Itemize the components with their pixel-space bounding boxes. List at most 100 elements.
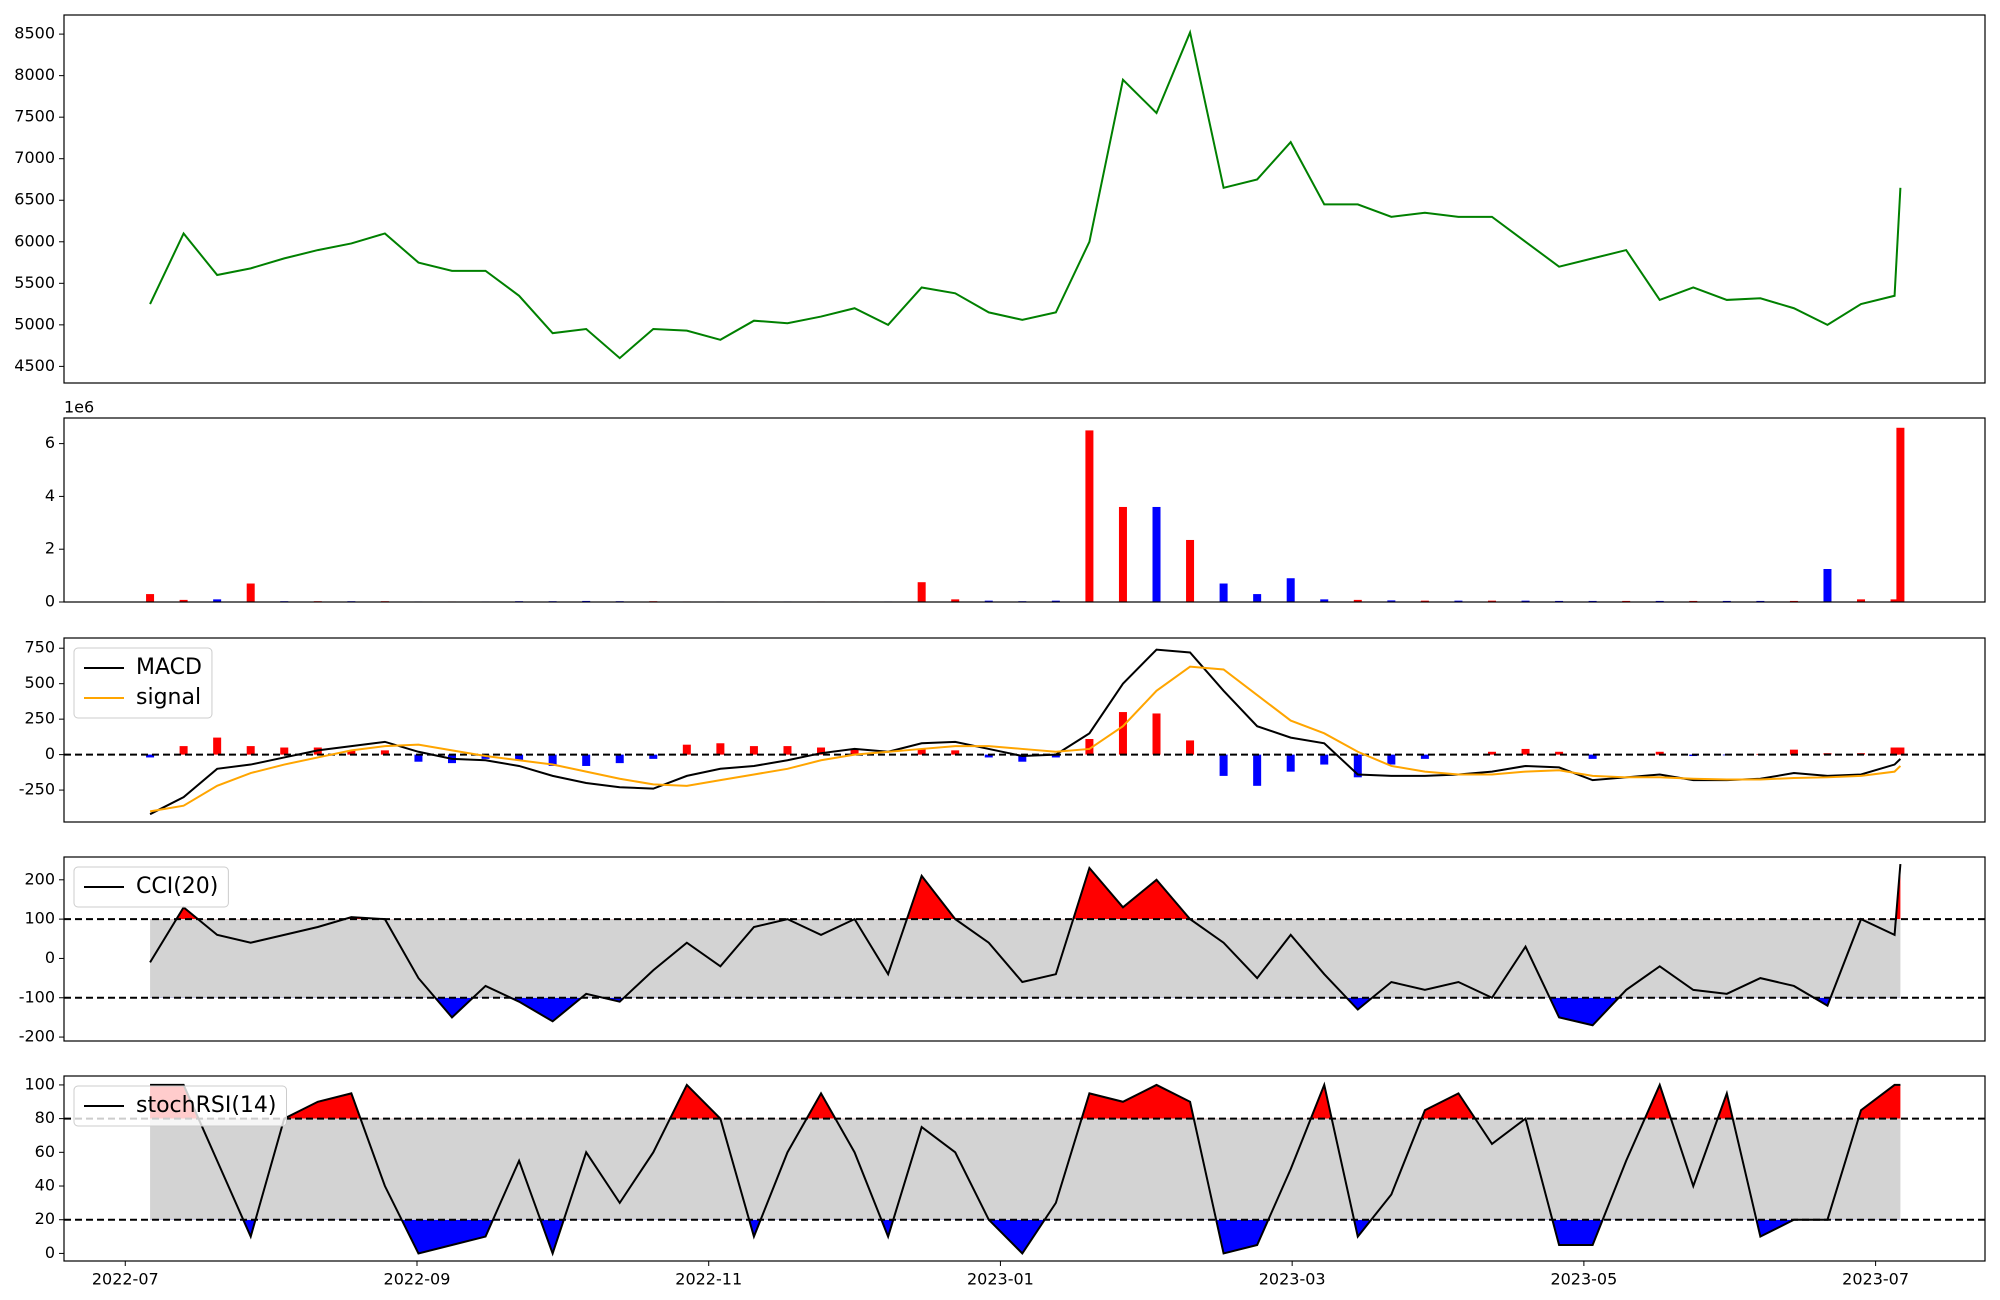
- volume-bar: [917, 582, 926, 602]
- legend-box: [73, 1085, 287, 1127]
- histogram-bar: [1051, 754, 1060, 758]
- volume-bar: [1253, 594, 1262, 602]
- x-tick-label: 2023-07: [1842, 1270, 1909, 1289]
- y-tick-label: 40: [35, 1176, 55, 1195]
- y-tick-label: 200: [24, 869, 55, 888]
- y-tick-label: 0: [45, 592, 55, 611]
- histogram-bar: [246, 746, 255, 755]
- y-tick-label: 250: [24, 709, 55, 728]
- y-tick-label: 60: [35, 1142, 55, 1161]
- y-tick-label: 0: [45, 744, 55, 763]
- plot-frame: [63, 14, 1986, 384]
- histogram-bar: [548, 754, 557, 766]
- legend: CCI(20): [73, 866, 229, 908]
- y-tick-label: 80: [35, 1108, 55, 1127]
- volume-bar: [1454, 600, 1463, 602]
- y-tick-label: 750: [24, 638, 55, 657]
- legend-label: signal: [136, 685, 201, 710]
- histogram-bar: [213, 737, 222, 755]
- histogram-bar: [515, 754, 524, 761]
- histogram-bar: [1387, 754, 1396, 765]
- x-tick-label: 2022-11: [675, 1270, 742, 1289]
- panel: -250 0 250 500 750 MACD signal: [19, 637, 1986, 823]
- y-tick-label: -200: [19, 1027, 55, 1046]
- overbought-fill: [150, 1084, 1901, 1119]
- histogram-bar: [1018, 754, 1027, 762]
- histogram-bar: [380, 750, 389, 755]
- histogram-bar: [414, 754, 423, 762]
- y-tick-label: 7000: [14, 148, 55, 167]
- histogram-bar: [280, 747, 289, 755]
- legend-label: MACD: [136, 655, 202, 680]
- y-tick-label: 6500: [14, 190, 55, 209]
- volume-bar: [213, 599, 222, 602]
- legend-box: [73, 866, 229, 908]
- volume-bar: [1320, 599, 1329, 602]
- volume-bar: [1487, 600, 1496, 602]
- histogram-bar: [1521, 748, 1530, 755]
- histogram-bar: [615, 754, 624, 764]
- legend-box: [73, 647, 213, 719]
- legend-label: stochRSI(14): [136, 1093, 277, 1118]
- histogram-bar: [1890, 747, 1899, 755]
- panel: 4500 5000 5500 6000 6500 7000 7500 8000 8500: [14, 14, 1986, 384]
- volume-bar: [984, 600, 993, 602]
- x-tick-label: 2023-03: [1259, 1270, 1326, 1289]
- histogram-bar: [951, 750, 960, 755]
- volume-bar: [1353, 599, 1362, 602]
- y-tick-label: 4500: [14, 356, 55, 375]
- volume-bar: [951, 599, 960, 602]
- panel: 0 2 4 6 1e6: [45, 398, 1986, 611]
- histogram-bar: [783, 746, 792, 755]
- price-line: [149, 29, 1902, 360]
- volume-bar: [1186, 539, 1195, 602]
- histogram-bar: [1420, 754, 1429, 759]
- volume-bar: [1051, 600, 1060, 602]
- y-tick-label: 20: [35, 1209, 55, 1228]
- x-tick-label: 2023-01: [967, 1270, 1034, 1289]
- histogram-bar: [917, 748, 926, 755]
- y-tick-label: 8500: [14, 24, 55, 43]
- volume-bar: [179, 599, 188, 602]
- volume-bar: [1420, 600, 1429, 602]
- histogram-bar: [1789, 749, 1798, 755]
- oversold-fill: [150, 1219, 1901, 1254]
- histogram-bar: [984, 754, 993, 758]
- plot-frame: [63, 856, 1986, 1042]
- volume-bar: [146, 594, 155, 602]
- offset-label: 1e6: [64, 398, 94, 417]
- histogram-bar: [1118, 712, 1127, 755]
- y-tick-label: 5000: [14, 314, 55, 333]
- volume-bar: [1896, 427, 1905, 602]
- histogram-bar: [1555, 751, 1564, 755]
- volume-bar: [1521, 600, 1530, 602]
- histogram-bar: [1320, 754, 1329, 765]
- indicator-line: [149, 863, 1902, 1027]
- volume-bar: [1152, 506, 1161, 602]
- y-tick-label: 5500: [14, 273, 55, 292]
- plot-frame: [63, 637, 1986, 823]
- legend: MACD signal: [73, 647, 213, 719]
- histogram-bar: [582, 754, 591, 766]
- volume-bar: [1823, 569, 1832, 602]
- histogram-bar: [1896, 747, 1905, 755]
- volume-bar: [1286, 578, 1295, 602]
- x-tick-label: 2022-09: [384, 1270, 451, 1289]
- y-tick-label: -250: [19, 780, 55, 799]
- histogram-bar: [649, 754, 658, 759]
- histogram-bar: [347, 750, 356, 755]
- volume-bar: [1085, 430, 1094, 602]
- histogram-bar: [146, 754, 155, 758]
- indicator-line: [150, 1081, 1901, 1257]
- y-tick-label: 0: [45, 948, 55, 967]
- y-tick-label: 500: [24, 673, 55, 692]
- y-tick-label: 7500: [14, 107, 55, 126]
- y-tick-label: 8000: [14, 65, 55, 84]
- histogram-bar: [817, 747, 826, 755]
- histogram-bar: [1588, 754, 1597, 759]
- histogram-bar: [1085, 739, 1094, 755]
- y-tick-label: 0: [45, 1243, 55, 1262]
- histogram-bar: [716, 743, 725, 755]
- histogram-bar: [850, 748, 859, 755]
- volume-bar: [1219, 583, 1228, 602]
